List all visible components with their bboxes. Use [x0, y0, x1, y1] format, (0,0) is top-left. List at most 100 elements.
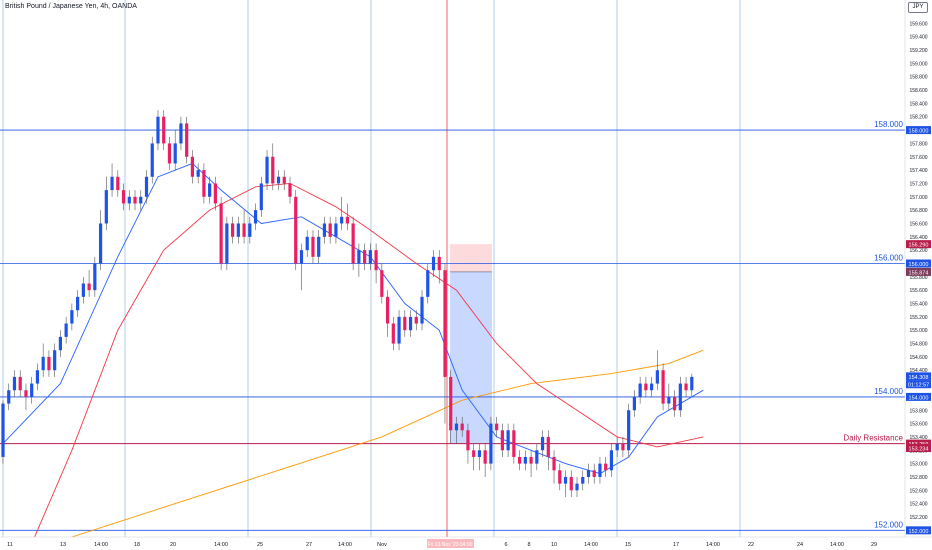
- short-position-tool[interactable]: [450, 244, 492, 444]
- candle-body: [173, 143, 177, 164]
- candle-body: [236, 223, 240, 237]
- candle-body: [248, 223, 252, 237]
- candle: [133, 190, 137, 211]
- candle-body: [546, 436, 550, 457]
- candle-body: [87, 283, 91, 291]
- candle-body: [581, 476, 585, 484]
- time-tick-label: 29: [871, 542, 877, 548]
- currency-badge[interactable]: JPY: [908, 2, 928, 13]
- candle-body: [437, 256, 441, 271]
- candle: [518, 450, 522, 471]
- candle-body: [558, 470, 562, 484]
- price-level-axis-badge: [906, 126, 931, 135]
- candle-body: [139, 196, 143, 204]
- candle: [500, 423, 504, 457]
- price-tick-label: 152.800: [909, 475, 927, 481]
- candle: [650, 376, 654, 397]
- candle-body: [615, 443, 619, 451]
- time-axis[interactable]: 11 13 14:00 18 20 14:00 25 27 14:00 Nov 6 8 10 14:00 1…: [0, 536, 932, 550]
- price-level-axis-value: 154.000: [909, 395, 929, 401]
- candle-body: [650, 383, 654, 391]
- candle: [110, 163, 114, 197]
- candle-body: [121, 190, 126, 204]
- candle: [586, 463, 591, 484]
- candle: [512, 423, 516, 464]
- candle-body: [518, 456, 522, 464]
- candle: [41, 343, 45, 377]
- candle: [345, 203, 349, 231]
- candle-body: [563, 476, 568, 484]
- symbol-title[interactable]: British Pound / Japanese Yen, 4h, OANDA: [5, 3, 137, 10]
- candle: [236, 216, 240, 244]
- candle-body: [540, 436, 545, 451]
- price-level-axis-value: 158.000: [909, 129, 929, 135]
- candle: [299, 243, 304, 291]
- candle: [259, 176, 263, 217]
- candle: [414, 310, 418, 331]
- candle: [12, 370, 17, 397]
- candle-body: [655, 370, 659, 384]
- axis-badge-value: 153.234: [909, 447, 929, 453]
- candle-body: [385, 296, 390, 324]
- price-tick-label: 157.200: [909, 181, 927, 187]
- candle-body: [489, 423, 493, 464]
- candle-body: [104, 190, 108, 224]
- candle-body: [483, 450, 487, 464]
- price-tick-label: 159.200: [909, 48, 927, 54]
- candle-body: [592, 470, 596, 477]
- candle: [408, 310, 413, 337]
- candle-body: [276, 176, 281, 184]
- candle-body: [185, 123, 189, 157]
- candle: [569, 470, 573, 497]
- candle-body: [403, 316, 407, 331]
- candle: [127, 190, 131, 211]
- time-tick-label: 11: [7, 542, 13, 548]
- candle: [248, 216, 252, 244]
- candle-body: [661, 370, 665, 404]
- candle: [592, 463, 596, 484]
- candle: [558, 463, 562, 491]
- horizontal-levels[interactable]: 158.000 156.000 154.000 Daily Resistance 152…: [0, 120, 905, 531]
- time-tick-label: 14:00: [706, 542, 720, 548]
- price-tick-label: 156.200: [909, 248, 927, 254]
- candle-body: [454, 423, 459, 431]
- candle: [24, 383, 28, 411]
- candle-body: [76, 296, 80, 311]
- candle: [225, 216, 229, 271]
- candle-body: [466, 430, 470, 451]
- candle-body: [495, 423, 499, 431]
- candle: [328, 216, 332, 244]
- candle: [598, 456, 602, 484]
- candle: [540, 430, 545, 457]
- candle-body: [512, 430, 516, 457]
- candle-body: [340, 216, 344, 224]
- moving-average-mid: [31, 182, 704, 544]
- candle-body: [678, 383, 682, 411]
- candle: [265, 150, 269, 191]
- candle-body: [586, 470, 591, 477]
- axis-badge: [906, 444, 931, 453]
- candle-body: [638, 383, 642, 397]
- candle-body: [190, 156, 195, 177]
- candle: [53, 343, 57, 377]
- candle-body: [357, 250, 361, 264]
- candle-body: [414, 316, 418, 324]
- candle: [242, 210, 246, 244]
- candle: [305, 230, 309, 257]
- price-axis[interactable]: 158.000156.000154.000153.259152.000159.6…: [904, 0, 932, 537]
- candle: [615, 436, 619, 457]
- candle: [690, 373, 694, 397]
- candle-body: [18, 376, 22, 391]
- candle-body: [420, 296, 424, 324]
- time-tick-label: 10: [551, 542, 557, 548]
- time-tick-label: 15: [625, 542, 631, 548]
- candle-body: [196, 170, 200, 177]
- candle-body: [317, 236, 321, 257]
- candle: [627, 403, 631, 457]
- candle-body: [1, 403, 5, 457]
- candle-body: [380, 270, 384, 297]
- price-tick-label: 154.400: [909, 368, 927, 374]
- candle-body: [231, 223, 235, 237]
- candle: [466, 423, 470, 464]
